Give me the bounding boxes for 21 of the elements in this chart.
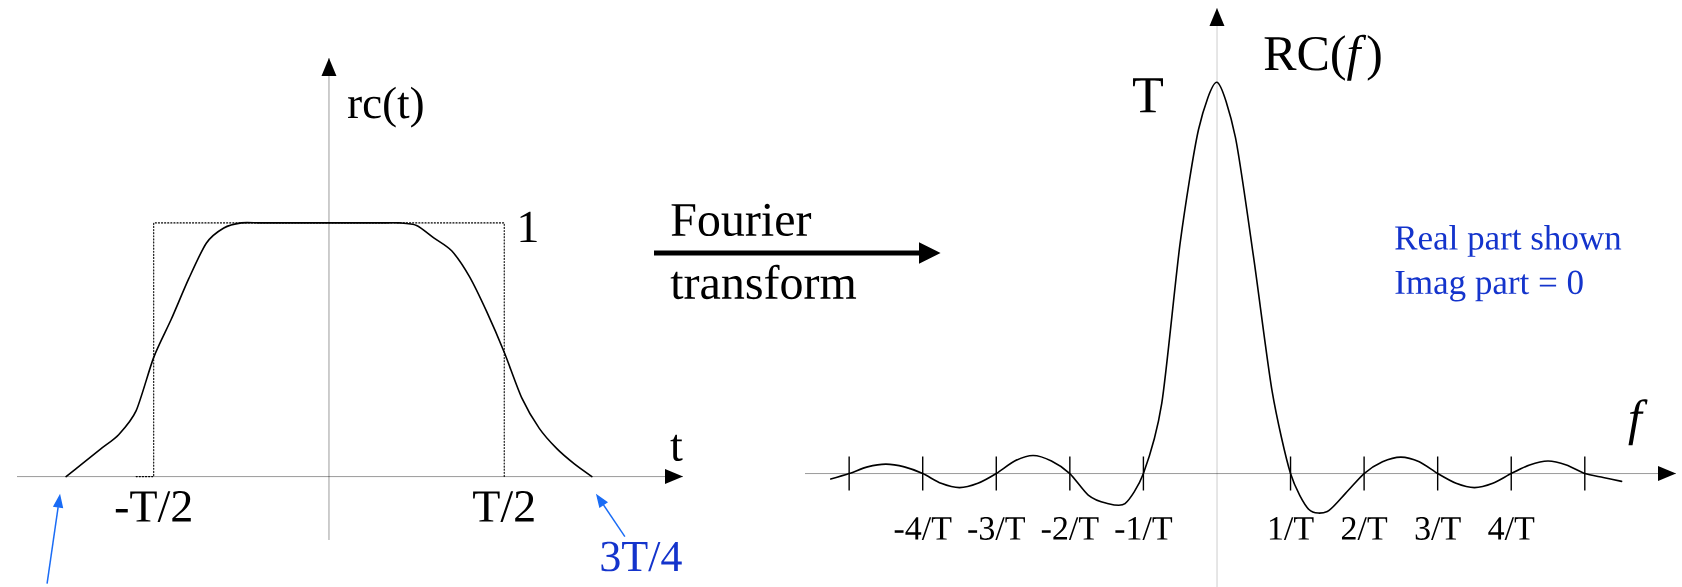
text: 3T/4 — [601, 541, 682, 572]
annotation: Fourier — [671, 203, 812, 237]
x-tick-label: -1/T — [1115, 517, 1173, 540]
annotation: transform — [670, 264, 857, 300]
x-tick-label: -T/2 — [115, 491, 191, 523]
y-axis-title: RC(f) — [1264, 34, 1381, 81]
annotation: Imag part = 0 — [1395, 270, 1583, 302]
x-axis-title: f — [1628, 399, 1648, 446]
x-tick-label: 1/T — [1269, 517, 1314, 540]
x-tick-label: 4/T — [1488, 517, 1535, 540]
x-axis-title: t — [670, 434, 683, 462]
y-axis-title: rc(t) — [348, 86, 423, 128]
x-tick-label: -2/T — [1041, 517, 1099, 540]
x-tick-label: -4/T — [894, 517, 952, 540]
annotation: 1 — [520, 211, 537, 243]
x-tick-label: T/2 — [473, 491, 534, 523]
x-tick-label: 2/T — [1341, 517, 1388, 540]
x-tick-label: -3/T — [968, 517, 1025, 540]
annotation: T — [1133, 78, 1163, 113]
x-tick-label: 3/T — [1415, 517, 1461, 540]
annotation: Real part shown — [1395, 225, 1622, 257]
